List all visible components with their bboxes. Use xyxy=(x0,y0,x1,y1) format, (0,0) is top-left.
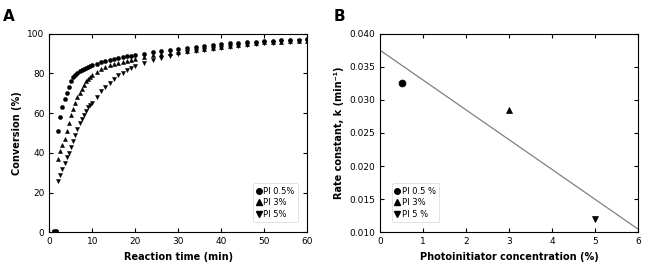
X-axis label: Photoinitiator concentration (%): Photoinitiator concentration (%) xyxy=(419,252,598,262)
Y-axis label: Conversion (%): Conversion (%) xyxy=(12,91,22,175)
Y-axis label: Rate constant, k (min⁻¹): Rate constant, k (min⁻¹) xyxy=(334,67,344,199)
Text: A: A xyxy=(3,9,15,24)
Legend: PI 0.5%, PI 3%, PI 5%: PI 0.5%, PI 3%, PI 5% xyxy=(253,183,298,222)
X-axis label: Reaction time (min): Reaction time (min) xyxy=(124,252,233,262)
Legend: PI 0.5 %, PI 3%, PI 5 %: PI 0.5 %, PI 3%, PI 5 % xyxy=(392,183,439,222)
Text: B: B xyxy=(334,9,345,24)
